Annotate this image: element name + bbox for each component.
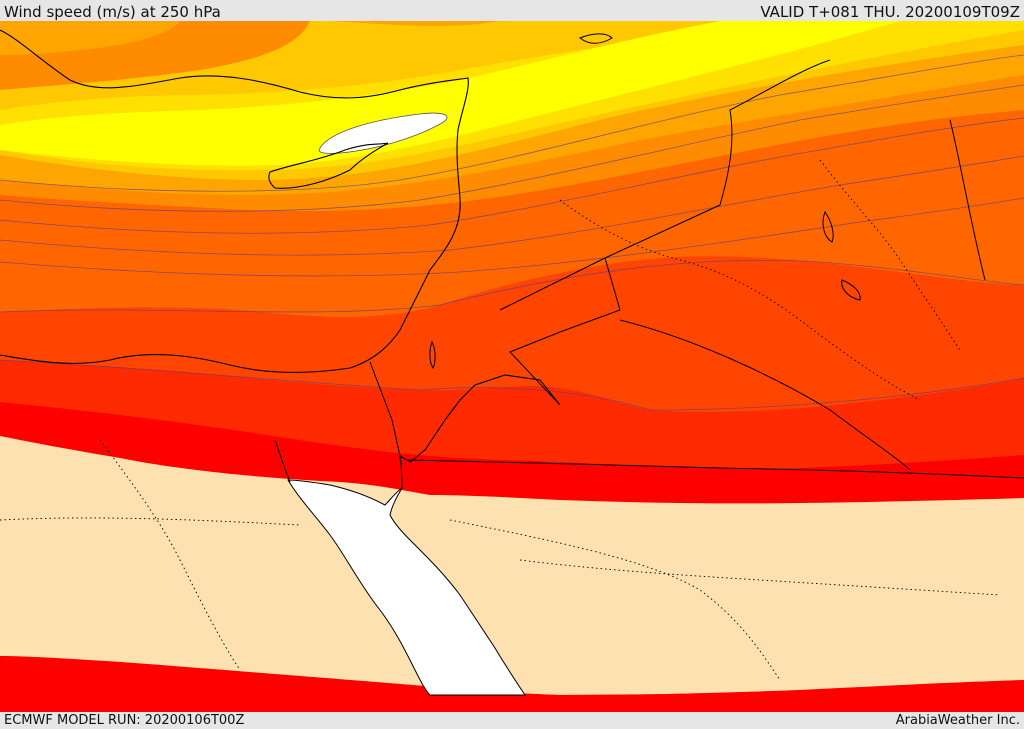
calm-area [0,436,1024,695]
jet-core-white [318,112,448,154]
credit-label: ArabiaWeather Inc. [895,713,1020,728]
lake-razzaza [841,279,861,301]
wind-speed-map [0,21,1024,713]
jet-core-yellow [0,21,900,166]
admin-boundaries [0,159,1001,681]
valid-time: VALID T+081 THU. 20200109T09Z [760,3,1020,21]
lake-tharthar [822,210,834,243]
band-red-bottom [0,656,1024,713]
header-bar: Wind speed (m/s) at 250 hPa VALID T+081 … [0,0,1024,21]
footer-bar: ECMWF MODEL RUN: 20200106T00Z ArabiaWeat… [0,712,1024,729]
map-title: Wind speed (m/s) at 250 hPa [4,3,221,21]
map-canvas [0,21,1024,713]
band-red [0,402,1024,504]
isotach-contours [0,54,1024,411]
band-gold-top-left [0,21,180,55]
borders [369,59,1024,479]
coastlines [0,29,561,489]
dead-sea [429,340,436,369]
model-run-label: ECMWF MODEL RUN: 20200106T00Z [4,713,245,728]
lake-van [579,33,613,44]
red-sea [287,479,526,696]
